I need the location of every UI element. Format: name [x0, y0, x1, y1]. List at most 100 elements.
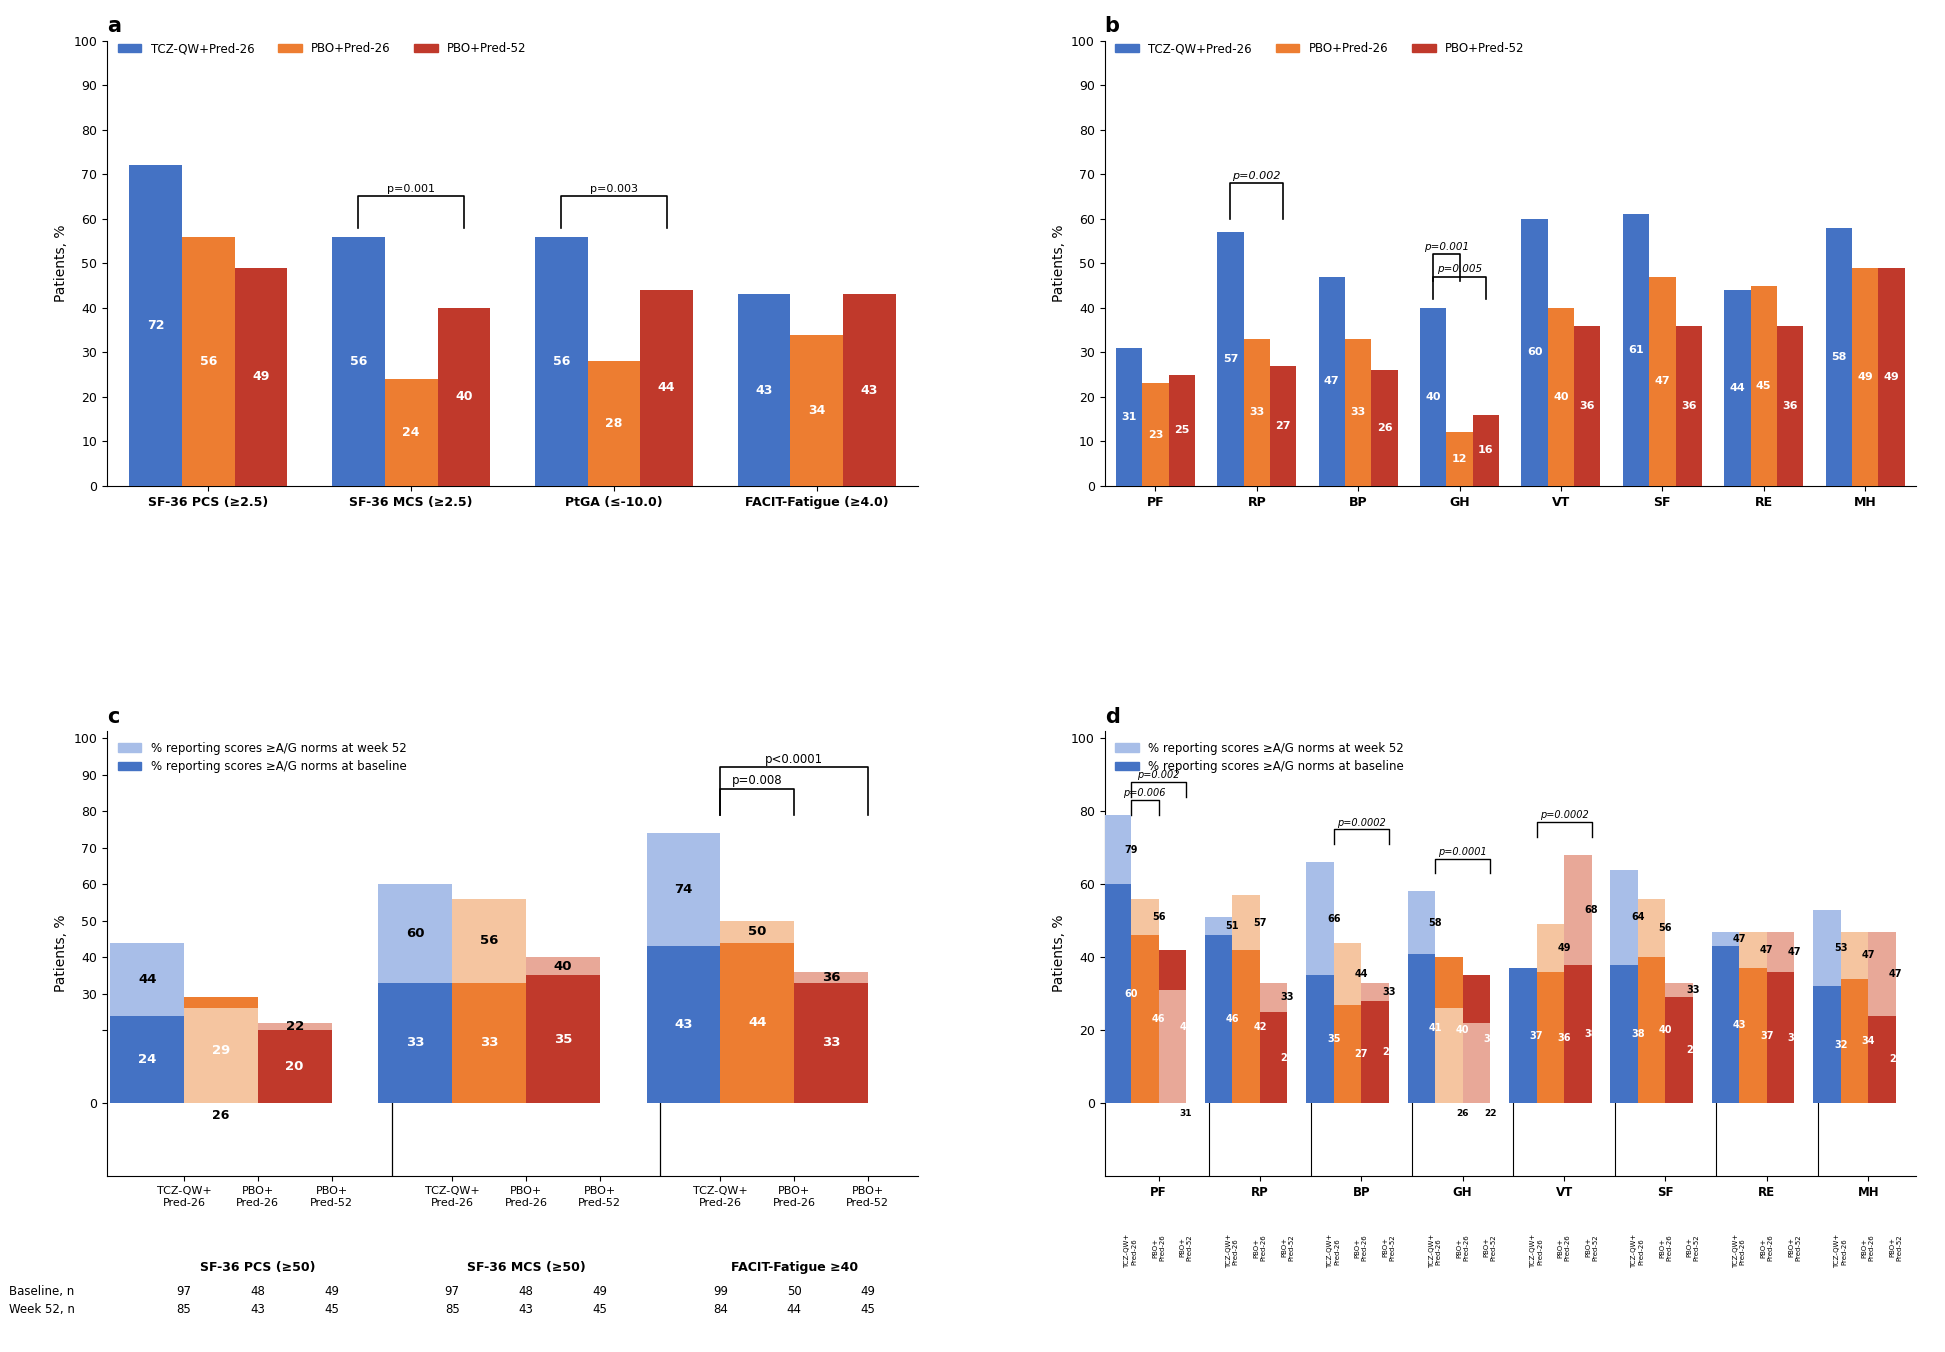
Text: PBO+
Pred-52: PBO+ Pred-52	[1484, 1234, 1498, 1261]
Bar	[1610, 869, 1638, 964]
Y-axis label: Patients, %: Patients, %	[1052, 915, 1066, 992]
Text: 33: 33	[407, 1037, 424, 1049]
Bar	[1346, 339, 1371, 485]
Text: 43: 43	[1733, 1019, 1747, 1030]
Text: 37: 37	[1760, 1030, 1774, 1041]
Text: 33: 33	[480, 1037, 498, 1049]
Bar	[1233, 895, 1260, 950]
Bar	[1334, 1005, 1362, 1103]
Text: TCZ-QW+
Pred-26: TCZ-QW+ Pred-26	[1225, 1234, 1239, 1268]
Bar	[1521, 219, 1548, 485]
Text: 61: 61	[1628, 345, 1644, 356]
Text: PBO+
Pred-26: PBO+ Pred-26	[1356, 1234, 1367, 1261]
Bar	[1260, 983, 1288, 1011]
Text: 60: 60	[1527, 347, 1542, 357]
Text: 44: 44	[786, 1303, 801, 1315]
Text: p=0.002: p=0.002	[1233, 170, 1282, 181]
Text: 43: 43	[755, 384, 772, 396]
Text: 47: 47	[1733, 934, 1747, 944]
Bar	[1435, 1009, 1463, 1103]
Text: 99: 99	[714, 1286, 727, 1298]
Bar	[1766, 932, 1795, 972]
Bar	[1463, 975, 1490, 1103]
Text: 97: 97	[177, 1286, 191, 1298]
Text: p=0.006: p=0.006	[1124, 788, 1165, 799]
Text: 41: 41	[1428, 1023, 1441, 1033]
Bar	[1435, 1103, 1463, 1198]
Text: 32: 32	[1834, 1040, 1848, 1049]
Bar	[646, 833, 720, 946]
Bar	[1218, 233, 1243, 485]
Bar	[438, 308, 490, 485]
Text: 49: 49	[1558, 944, 1572, 953]
Bar	[737, 295, 790, 485]
Text: 47: 47	[1760, 945, 1774, 955]
Text: TCZ-QW+
Pred-26: TCZ-QW+ Pred-26	[1632, 1234, 1644, 1268]
Bar	[1869, 932, 1896, 1015]
Bar	[1159, 990, 1186, 1103]
Text: PBO+
Pred-52: PBO+ Pred-52	[1889, 1234, 1902, 1261]
Bar	[1712, 946, 1739, 1103]
Text: 44: 44	[657, 381, 675, 395]
Bar	[1371, 370, 1398, 485]
Text: 79: 79	[1124, 845, 1138, 854]
Bar	[1548, 308, 1574, 485]
Text: 47: 47	[1655, 376, 1671, 387]
Bar	[1142, 384, 1169, 485]
Bar	[640, 289, 692, 485]
Text: TCZ-QW+
Pred-26: TCZ-QW+ Pred-26	[1531, 1234, 1542, 1268]
Text: 47: 47	[1325, 376, 1340, 387]
Text: 22: 22	[1484, 1109, 1496, 1118]
Text: 28: 28	[605, 416, 622, 430]
Text: 22: 22	[286, 1019, 303, 1033]
Bar	[1408, 953, 1435, 1103]
Bar	[1307, 863, 1334, 975]
Text: 56: 56	[350, 354, 368, 368]
Text: 84: 84	[714, 1303, 727, 1315]
Text: p=0.002: p=0.002	[1138, 771, 1181, 780]
Text: PBO+
Pred-52: PBO+ Pred-52	[1787, 1234, 1801, 1261]
Bar	[1852, 268, 1879, 485]
Bar	[1739, 932, 1766, 968]
Text: 35: 35	[1484, 1034, 1498, 1044]
Text: 35: 35	[554, 1033, 572, 1046]
Text: 53: 53	[1834, 944, 1848, 953]
Bar	[1675, 326, 1702, 485]
Bar	[128, 165, 183, 485]
Legend: % reporting scores ≥A/G norms at week 52, % reporting scores ≥A/G norms at basel: % reporting scores ≥A/G norms at week 52…	[1111, 737, 1408, 779]
Bar	[1564, 964, 1591, 1103]
Bar	[1435, 957, 1463, 1103]
Text: 33: 33	[1249, 407, 1264, 418]
Text: 45: 45	[1756, 381, 1772, 391]
Bar	[1840, 932, 1869, 979]
Bar	[1169, 375, 1194, 485]
Text: a: a	[107, 16, 121, 37]
Bar	[1233, 950, 1260, 1103]
Text: 37: 37	[1531, 1030, 1542, 1041]
Bar	[525, 957, 599, 975]
Bar	[235, 268, 288, 485]
Text: PBO+
Pred-26: PBO+ Pred-26	[1253, 1234, 1266, 1261]
Bar	[1723, 289, 1750, 485]
Bar	[1665, 983, 1692, 998]
Text: 42: 42	[1253, 1022, 1266, 1032]
Bar	[453, 983, 525, 1103]
Text: 57: 57	[1253, 918, 1266, 927]
Bar	[720, 942, 794, 1103]
Bar	[1260, 1011, 1288, 1103]
Text: p<0.0001: p<0.0001	[764, 753, 823, 765]
Text: 34: 34	[1861, 1036, 1875, 1046]
Legend: % reporting scores ≥A/G norms at week 52, % reporting scores ≥A/G norms at basel: % reporting scores ≥A/G norms at week 52…	[113, 737, 410, 779]
Text: 56: 56	[1659, 923, 1673, 933]
Text: PBO+
Pred-26: PBO+ Pred-26	[1457, 1234, 1468, 1261]
Text: 36: 36	[1680, 400, 1696, 411]
Text: Week 52, n: Week 52, n	[8, 1303, 74, 1315]
Bar	[1159, 1103, 1186, 1217]
Bar	[1159, 950, 1186, 1103]
Bar	[1879, 268, 1904, 485]
Bar	[1638, 957, 1665, 1103]
Text: 64: 64	[1632, 913, 1645, 922]
Text: 56: 56	[480, 934, 498, 948]
Text: PBO+
Pred-52: PBO+ Pred-52	[1179, 1234, 1192, 1261]
Text: p=0.001: p=0.001	[387, 184, 436, 195]
